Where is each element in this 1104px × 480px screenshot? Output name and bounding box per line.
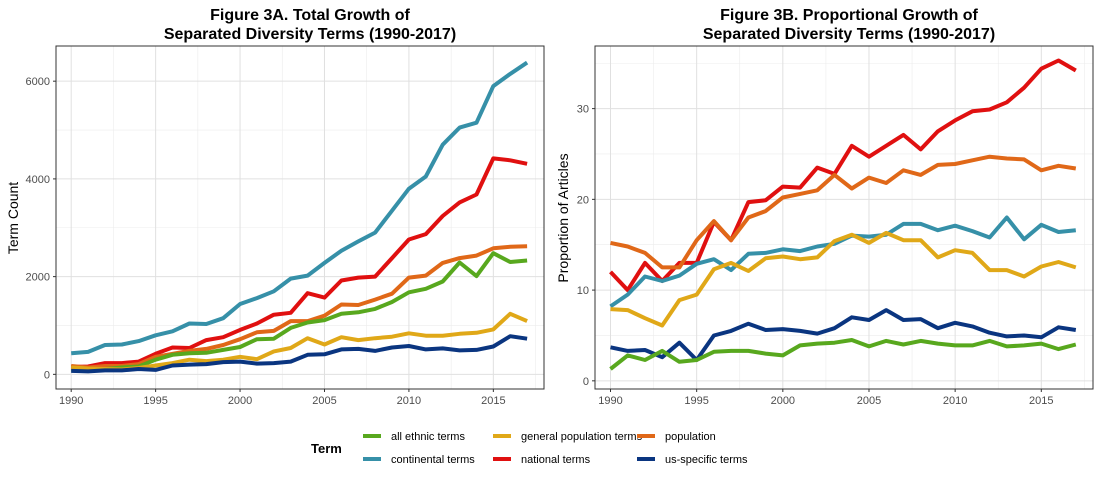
x-tick-label: 2010 [397, 395, 421, 407]
chart-3b-series-lines [609, 58, 1077, 371]
chart-3a: Figure 3A. Total Growth of Separated Div… [5, 7, 545, 407]
chart-3b-title-line2: Separated Diversity Terms (1990-2017) [703, 26, 995, 43]
chart-3a-title-line2: Separated Diversity Terms (1990-2017) [164, 26, 456, 43]
legend-label: population [665, 431, 716, 443]
series-line-continental-terms [71, 60, 529, 356]
chart-3a-y-axis-label: Term Count [5, 182, 21, 254]
legend-item-national-terms: national terms [493, 454, 591, 466]
y-tick-label: 0 [583, 376, 589, 388]
x-tick-label: 2015 [481, 395, 505, 407]
y-tick-label: 10 [577, 285, 589, 297]
legend-item-population: population [637, 431, 716, 443]
x-tick-label: 2015 [1029, 395, 1053, 407]
legend-label: national terms [521, 454, 591, 466]
chart-3a-series-lines [71, 60, 529, 374]
series-line-population [610, 154, 1077, 270]
chart-3b-y-axis-label: Proportion of Articles [555, 153, 571, 282]
legend-item-us-specific-terms: us-specific terms [637, 454, 748, 466]
x-tick-label: 2005 [312, 395, 336, 407]
y-tick-label: 0 [44, 369, 50, 381]
series-line-all-ethnic-terms [71, 251, 528, 372]
series-line-national-terms [71, 156, 528, 369]
legend-label: general population terms [521, 431, 643, 443]
legend: Term all ethnic terms general population … [311, 431, 748, 466]
x-tick-label: 1995 [143, 395, 167, 407]
y-tick-label: 20 [577, 194, 589, 206]
series-line-general-population-terms [71, 311, 528, 372]
x-tick-label: 2000 [771, 395, 795, 407]
legend-item-continental-terms: continental terms [363, 454, 475, 466]
series-line-national-terms [609, 58, 1077, 293]
series-line-us-specific-terms [610, 308, 1077, 362]
x-tick-label: 1995 [684, 395, 708, 407]
chart-3a-ticks: 1990 1995 2000 2005 2010 2015 0 2000 4000 6000 [26, 76, 506, 407]
y-tick-label: 2000 [26, 272, 50, 284]
series-line-general-population-terms [610, 230, 1077, 328]
chart-3b-gridlines [595, 46, 1093, 389]
x-tick-label: 1990 [598, 395, 622, 407]
legend-item-general-population-terms: general population terms [493, 431, 643, 443]
chart-3a-title-line1: Figure 3A. Total Growth of [210, 7, 410, 24]
y-tick-label: 30 [577, 104, 589, 116]
series-line-population [71, 244, 528, 370]
chart-3b-ticks: 1990 1995 2000 2005 2010 2015 0 10 20 30 [577, 104, 1054, 407]
x-tick-label: 2010 [943, 395, 967, 407]
y-tick-label: 4000 [26, 174, 50, 186]
legend-label: all ethnic terms [391, 431, 465, 443]
series-line-us-specific-terms [71, 334, 528, 374]
series-line-all-ethnic-terms [609, 338, 1077, 371]
y-tick-label: 6000 [26, 76, 50, 88]
chart-3b-title-line1: Figure 3B. Proportional Growth of [720, 7, 978, 24]
x-tick-label: 2005 [857, 395, 881, 407]
x-tick-label: 2000 [228, 395, 252, 407]
legend-item-all-ethnic-terms: all ethnic terms [363, 431, 465, 443]
legend-label: continental terms [391, 454, 475, 466]
legend-label: us-specific terms [665, 454, 748, 466]
legend-items: all ethnic terms general population terms… [363, 431, 748, 466]
x-tick-label: 1990 [59, 395, 83, 407]
legend-title: Term [311, 441, 342, 456]
chart-3a-gridlines [56, 46, 544, 389]
chart-3b: Figure 3B. Proportional Growth of Separa… [555, 7, 1094, 407]
chart-3a-panel-border [55, 45, 545, 390]
chart-3b-panel-border [594, 45, 1094, 390]
